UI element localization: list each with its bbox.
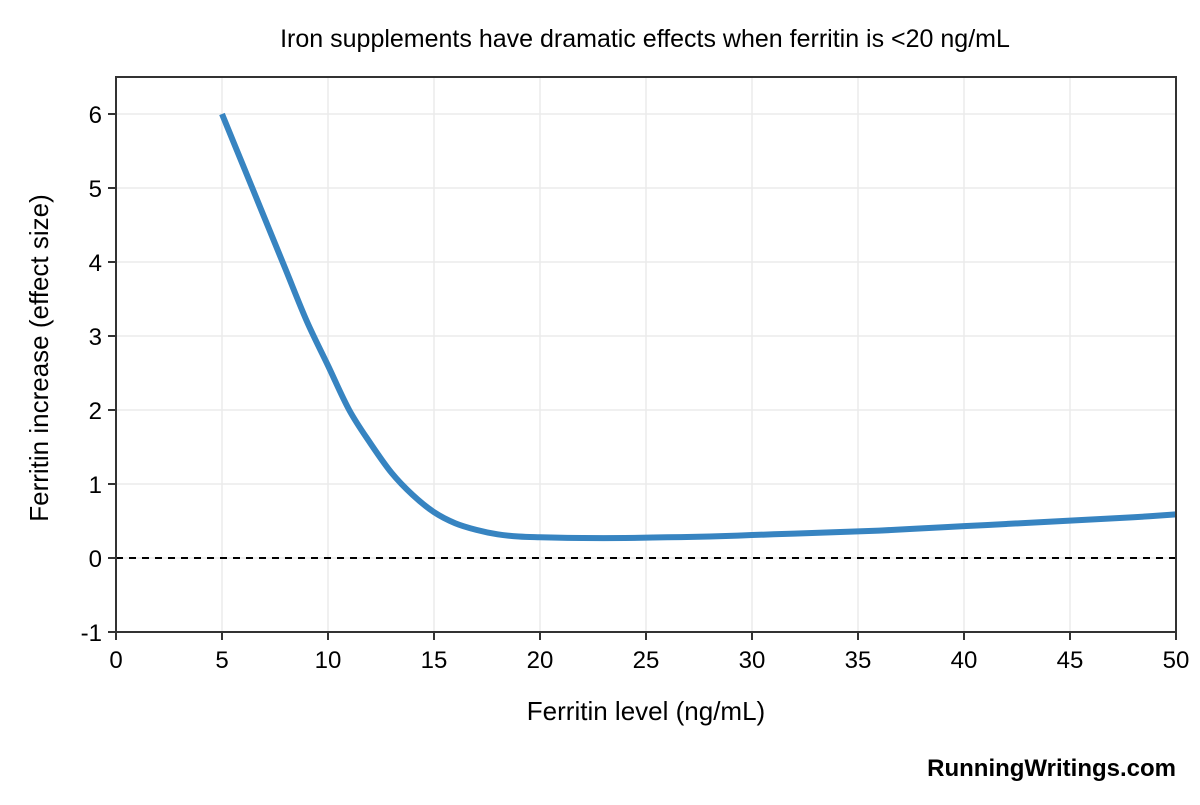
x-axis-label: Ferritin level (ng/mL) xyxy=(527,696,765,726)
x-tick-label: 15 xyxy=(421,647,448,674)
grid-lines xyxy=(115,77,1177,633)
x-tick-label: 45 xyxy=(1057,647,1084,674)
x-tick-label: 30 xyxy=(739,647,766,674)
y-axis-label: Ferritin increase (effect size) xyxy=(24,194,54,522)
x-tick-label: 40 xyxy=(951,647,978,674)
x-tick-label: 50 xyxy=(1163,647,1190,674)
x-tick-label: 5 xyxy=(215,647,228,674)
y-tick-label: 6 xyxy=(89,102,102,129)
watermark: RunningWritings.com xyxy=(927,755,1176,782)
x-tick-label: 10 xyxy=(315,647,342,674)
y-tick-label: 4 xyxy=(89,250,102,277)
chart-title: Iron supplements have dramatic effects w… xyxy=(280,25,1010,53)
series-layer xyxy=(219,112,1177,542)
y-tick-label: -1 xyxy=(81,620,102,647)
x-tick-label: 0 xyxy=(109,647,122,674)
y-tick-label: 1 xyxy=(89,472,102,499)
x-tick-label: 25 xyxy=(633,647,660,674)
series-line xyxy=(219,112,1177,542)
x-tick-label: 35 xyxy=(845,647,872,674)
y-tick-label: 0 xyxy=(89,546,102,573)
y-tick-label: 5 xyxy=(89,176,102,203)
y-tick-label: 3 xyxy=(89,324,102,351)
x-tick-label: 20 xyxy=(527,647,554,674)
y-tick-label: 2 xyxy=(89,398,102,425)
